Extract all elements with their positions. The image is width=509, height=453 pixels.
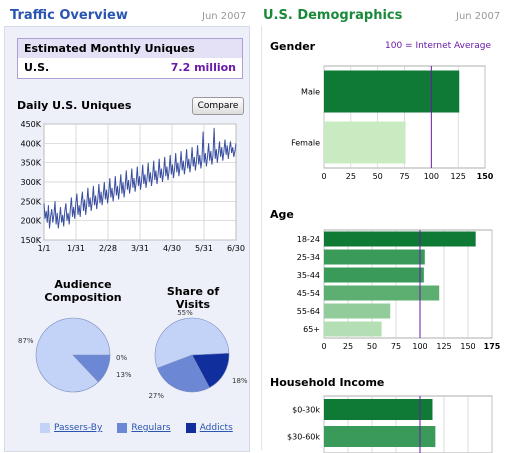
age-title: Age	[270, 208, 294, 221]
category-label: 45-54	[297, 289, 320, 298]
x-tick-label: 125	[451, 172, 466, 181]
x-tick-label: 125	[436, 342, 451, 351]
bar	[324, 70, 460, 113]
legend-swatch	[117, 422, 128, 433]
x-tick-label: 4/30	[163, 244, 181, 253]
legend: Passers-By Regulars Addicts	[40, 415, 233, 434]
x-tick-label: 25	[343, 342, 353, 351]
legend-addicts[interactable]: Addicts	[185, 422, 233, 433]
x-tick-label: 75	[391, 342, 401, 351]
legend-swatch	[185, 422, 196, 433]
category-label: 25-34	[297, 253, 320, 262]
legend-swatch	[40, 422, 50, 433]
y-tick-label: 450K	[20, 120, 41, 129]
audience-title-line1: Audience	[54, 278, 112, 291]
pie-value-label: 55%	[177, 309, 193, 317]
x-tick-label: 2/28	[99, 244, 117, 253]
plot-area	[323, 229, 493, 339]
pie-charts: 87% 13% 0% 55% 27% 18%	[18, 309, 248, 400]
legend-regulars[interactable]: Regulars	[117, 422, 171, 433]
x-tick-label: 1/1	[38, 244, 51, 253]
uniques-row: U.S. 7.2 million	[17, 58, 243, 79]
daily-uniques-line	[43, 127, 237, 229]
pie-slice	[154, 317, 230, 369]
bar	[324, 231, 476, 247]
share-title: Share of Visits	[166, 285, 220, 311]
pie-value-label: 27%	[148, 392, 164, 400]
uniques-header: Estimated Monthly Uniques	[17, 38, 243, 60]
category-label: 35-44	[297, 271, 320, 280]
uniques-value: 7.2 million	[170, 61, 236, 74]
income-chart: $0-30k $30-60k	[287, 395, 493, 453]
bar	[324, 426, 436, 447]
x-tick-label: 100	[412, 342, 427, 351]
pie-slice	[35, 317, 111, 393]
pie-value-label: 13%	[116, 371, 132, 379]
category-label: 18-24	[297, 235, 320, 244]
y-tick-label: 300K	[20, 178, 41, 187]
legend-passers-by[interactable]: Passers-By	[40, 422, 103, 433]
x-tick-label: 0	[321, 342, 326, 351]
audience-pie: 87% 13% 0%	[18, 317, 132, 393]
y-tick-label: 350K	[20, 159, 41, 168]
uniques-region: U.S.	[24, 61, 50, 74]
demographics-date: Jun 2007	[456, 11, 501, 22]
category-label: 65+	[303, 325, 320, 334]
category-label: Female	[291, 139, 320, 148]
x-tick-label: 25	[346, 172, 356, 181]
pie-slice	[157, 354, 210, 393]
legend-label: Passers-By	[54, 423, 103, 433]
legend-label: Regulars	[131, 423, 171, 433]
x-tick-label: 5/31	[195, 244, 213, 253]
bar	[324, 121, 406, 164]
audience-title: Audience Composition	[38, 278, 128, 304]
x-tick-label: 150	[460, 342, 475, 351]
share-pie: 55% 27% 18%	[148, 309, 247, 400]
x-tick-label: 3/31	[131, 244, 149, 253]
x-tick-label: 50	[367, 342, 377, 351]
y-tick-label: 200K	[20, 217, 41, 226]
pie-value-label: 87%	[18, 337, 34, 345]
daily-uniques-title: Daily U.S. Uniques	[17, 99, 132, 112]
y-tick-label: 150K	[20, 236, 41, 245]
x-tick-label: 150	[477, 172, 494, 181]
traffic-overview-title: Traffic Overview	[10, 8, 128, 23]
category-label: Male	[301, 88, 320, 97]
category-label: 55-64	[297, 307, 320, 316]
bar	[324, 285, 440, 301]
bar	[324, 249, 425, 265]
y-tick-label: 400K	[20, 139, 41, 148]
x-tick-label: 100	[424, 172, 439, 181]
bar	[324, 303, 391, 319]
income-title: Household Income	[270, 376, 385, 389]
category-label: $0-30k	[292, 406, 320, 415]
age-chart: 0 25 50 75 100 125 150 175 18-24 25-34 35-44 45-54 5…	[297, 229, 501, 351]
bar	[324, 321, 382, 337]
audience-title-line2: Composition	[44, 291, 122, 304]
gender-chart: 0 25 50 75 100 125 150 Male Female	[291, 65, 494, 181]
bar	[324, 267, 424, 283]
compare-button[interactable]: Compare	[192, 97, 244, 115]
bar	[324, 399, 433, 420]
x-tick-label: 6/30	[227, 244, 245, 253]
daily-uniques-chart: 150K 200K 250K 300K 350K 400K 450K 1/1 1/31 2/28…	[20, 120, 245, 253]
y-tick-label: 250K	[20, 197, 41, 206]
x-tick-label: 1/31	[67, 244, 85, 253]
legend-label: Addicts	[199, 423, 233, 433]
pie-value-label: 0%	[116, 354, 127, 362]
pie-slice	[191, 352, 230, 389]
x-tick-label: 50	[373, 172, 383, 181]
x-tick-label: 75	[399, 172, 409, 181]
category-label: $30-60k	[287, 433, 320, 442]
gender-title: Gender	[270, 40, 316, 53]
x-tick-label: 175	[484, 342, 501, 351]
pie-value-label: 18%	[232, 377, 248, 385]
gender-note: 100 = Internet Average	[385, 41, 491, 51]
x-tick-label: 0	[321, 172, 326, 181]
demographics-title: U.S. Demographics	[263, 8, 403, 23]
traffic-date: Jun 2007	[202, 11, 247, 22]
